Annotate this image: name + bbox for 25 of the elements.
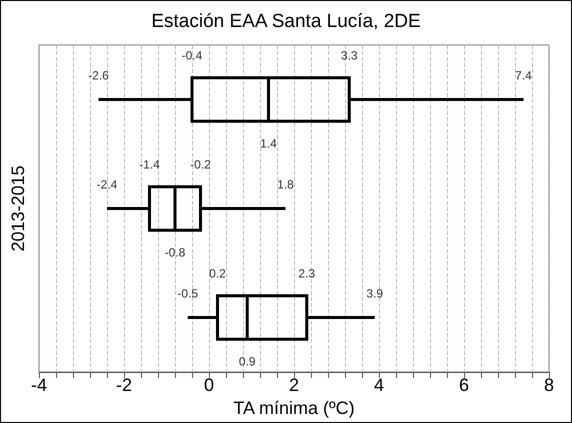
annotation: 0.2 <box>209 266 226 281</box>
x-tick-label: 8 <box>544 375 554 395</box>
x-tick-label: -2 <box>116 375 132 395</box>
annotation: 1.4 <box>260 136 278 150</box>
annotation: 3.3 <box>340 48 358 63</box>
chart-title: Estación EAA Santa Lucía, 2DE <box>151 11 421 32</box>
annotation: -0.2 <box>190 158 212 172</box>
annotation: 7.4 <box>515 68 532 83</box>
x-tick-label: 4 <box>374 375 384 395</box>
annotation: -2.4 <box>96 178 118 192</box>
annotation: -2.6 <box>88 68 110 83</box>
x-axis-title: TA mínima (ºC) <box>233 398 355 418</box>
annotation: -0.5 <box>177 286 198 301</box>
x-tick-label: 6 <box>458 375 470 395</box>
annotation: 0.9 <box>238 354 256 368</box>
x-tick-label: 0 <box>204 375 214 395</box>
annotation: -0.4 <box>182 48 203 63</box>
x-tick-label: 2 <box>288 375 300 395</box>
y-axis-title: 2013-2015 <box>8 165 28 252</box>
annotation: -0.8 <box>164 245 186 260</box>
annotation: 3.9 <box>366 286 384 301</box>
annotation: 1.8 <box>277 178 294 192</box>
annotation: 2.3 <box>298 266 316 281</box>
x-tick-label: -4 <box>30 375 48 395</box>
annotation: -1.4 <box>139 158 160 172</box>
